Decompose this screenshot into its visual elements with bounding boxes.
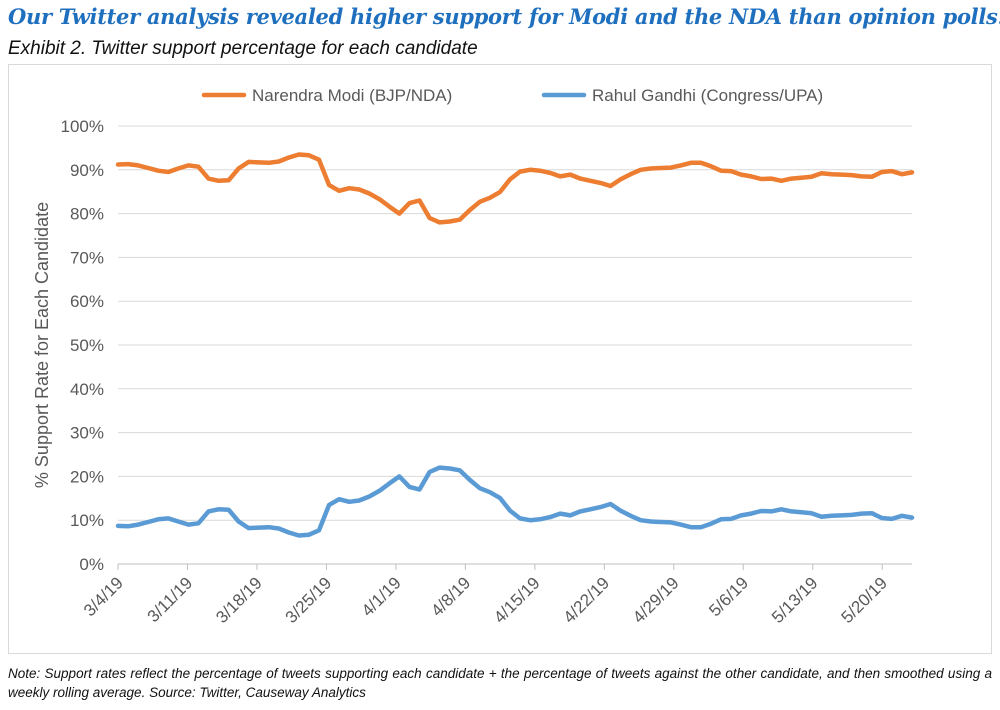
- y-tick-label: 10%: [70, 511, 104, 530]
- y-tick-label: 20%: [70, 467, 104, 486]
- series-lines: [115, 152, 915, 538]
- y-tick-label: 60%: [70, 292, 104, 311]
- y-tick-label: 50%: [70, 336, 104, 355]
- x-tick-label: 5/20/19: [838, 573, 892, 627]
- y-axis-label: % Support Rate for Each Candidate: [32, 202, 52, 488]
- y-tick-label: 0%: [79, 555, 104, 574]
- y-tick-label: 30%: [70, 424, 104, 443]
- x-tick-label: 5/13/19: [768, 573, 822, 627]
- line-chart: 0% 10% 20% 30% 40% 50% 60% 70% 80% 90% 100% 3/4/19…: [32, 86, 915, 627]
- x-axis-ticks: 3/4/19 3/11/19 3/18/19 3/25/19 4/1/19 4/8/19 4…: [80, 564, 891, 627]
- y-tick-label: 80%: [70, 205, 104, 224]
- exhibit-title: Exhibit 2. Twitter support percentage fo…: [8, 38, 478, 59]
- footnote: Note: Support rates reflect the percenta…: [8, 666, 992, 700]
- y-tick-label: 100%: [61, 117, 104, 136]
- y-tick-label: 90%: [70, 161, 104, 180]
- chart-area: [8, 64, 992, 654]
- x-tick-label: 5/6/19: [705, 573, 752, 620]
- x-tick-label: 3/18/19: [212, 573, 266, 627]
- legend-label: Rahul Gandhi (Congress/UPA): [592, 86, 823, 105]
- x-tick-label: 4/8/19: [427, 573, 474, 620]
- series-line-modi: [115, 152, 915, 225]
- x-tick-label: 4/29/19: [629, 573, 683, 627]
- headline: Our Twitter analysis revealed higher sup…: [8, 4, 1000, 29]
- legend-label: Narendra Modi (BJP/NDA): [252, 86, 452, 105]
- y-tick-label: 40%: [70, 380, 104, 399]
- x-tick-label: 4/15/19: [490, 573, 544, 627]
- y-tick-label: 70%: [70, 248, 104, 267]
- gridlines: [118, 125, 912, 565]
- legend: Narendra Modi (BJP/NDA) Rahul Gandhi (Con…: [201, 86, 823, 105]
- x-tick-label: 3/4/19: [80, 573, 127, 620]
- y-axis-ticks: 0% 10% 20% 30% 40% 50% 60% 70% 80% 90% 100%: [61, 117, 104, 574]
- x-tick-label: 3/25/19: [282, 573, 336, 627]
- x-tick-label: 3/11/19: [144, 573, 197, 626]
- x-tick-label: 4/1/19: [358, 573, 405, 620]
- series-line-gandhi: [115, 465, 915, 538]
- x-tick-label: 4/22/19: [560, 573, 614, 627]
